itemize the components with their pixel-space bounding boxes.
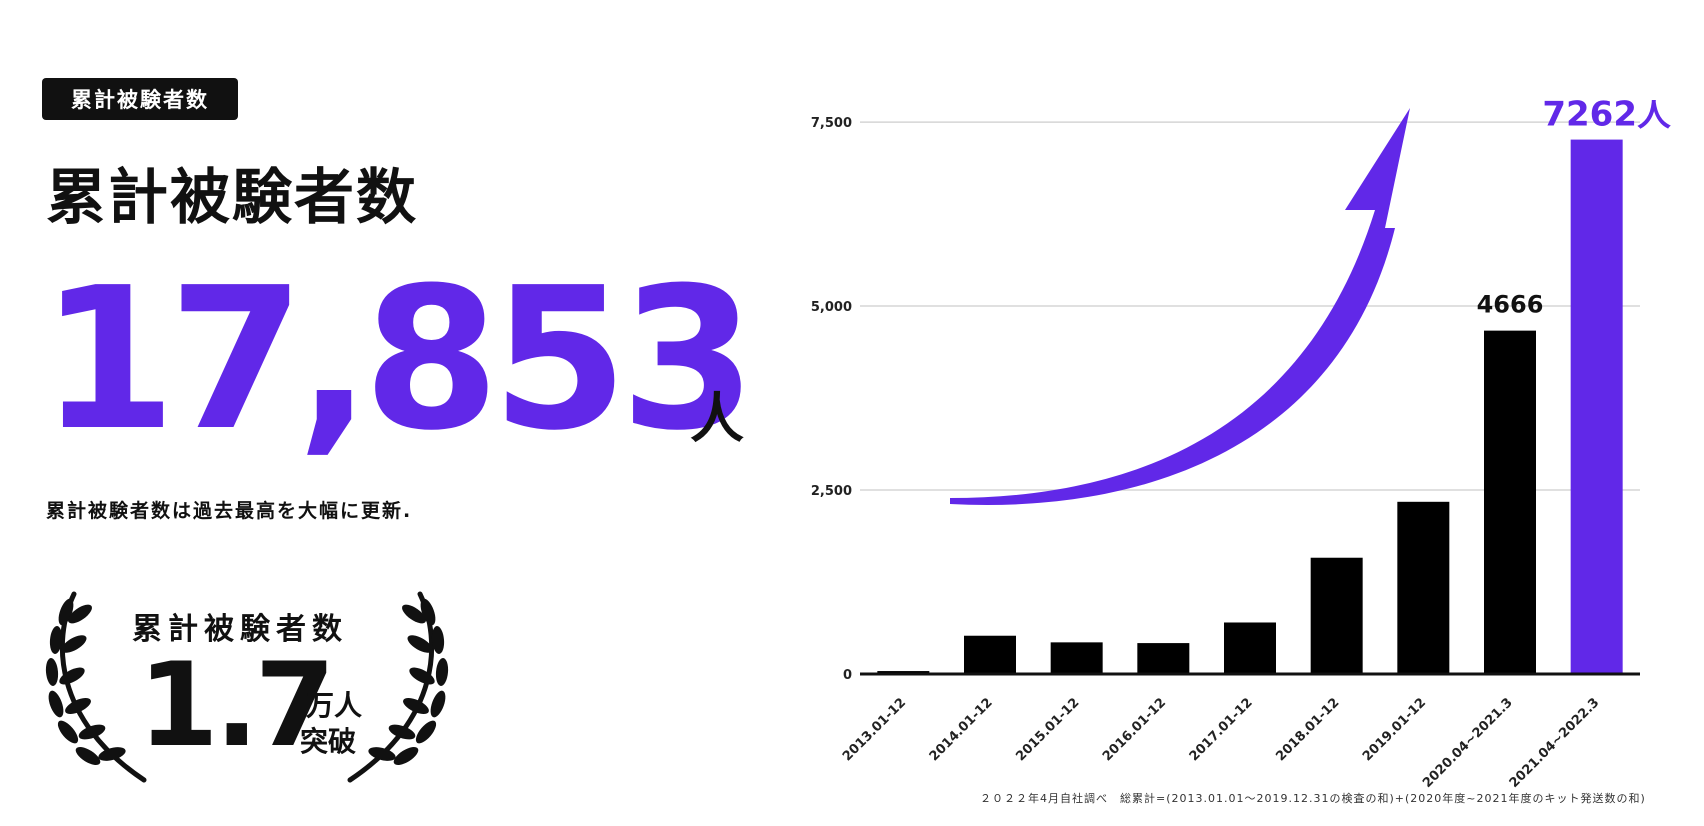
y-tick-label: 0 (843, 668, 852, 683)
x-tick-label: 2018.01-12 (1273, 695, 1342, 764)
x-tick-label: 2016.01-12 (1100, 695, 1169, 764)
bar-2019.01-12 (1397, 501, 1450, 674)
x-tick-label: 2013.01-12 (840, 695, 909, 764)
laurel-left-icon (45, 591, 147, 783)
bar-2017.01-12 (1224, 622, 1276, 674)
laurel-right-icon (347, 591, 449, 783)
badge-number: 1.7 (138, 638, 335, 773)
bar-2018.01-12 (1310, 557, 1363, 674)
x-tick-label: 2019.01-12 (1360, 695, 1429, 764)
bar-2014.01-12 (964, 635, 1016, 674)
bar-2021.04~2022.3 (1570, 139, 1623, 674)
data-label: 7262人 (1542, 100, 1671, 135)
x-tick-label: 2020.04~2021.3 (1420, 695, 1516, 791)
total-unit: 人 (690, 387, 744, 450)
chart-footnote: ２０２２年4月自社調べ 総累計=(2013.01.01～2019.12.31の検… (980, 792, 1646, 805)
x-tick-label: 2015.01-12 (1013, 695, 1082, 764)
x-tick-label: 2014.01-12 (927, 695, 996, 764)
badge-unit: 万人 (306, 689, 363, 722)
total-count: 17,853 (40, 246, 756, 474)
x-tick-label: 2021.04~2022.3 (1507, 695, 1603, 791)
data-label: 4666 (1477, 291, 1544, 319)
section-tag: 累計被験者数 (42, 78, 238, 120)
page-title: 累計被験者数 (46, 163, 418, 233)
badge-title: 累計被験者数 (132, 612, 348, 647)
y-tick-label: 5,000 (811, 300, 852, 315)
section-tag-label: 累計被験者数 (71, 88, 209, 112)
summary-text: 累計被験者数は過去最高を大幅に更新. (46, 500, 413, 522)
y-tick-label: 2,500 (811, 484, 852, 499)
y-tick-label: 7,500 (811, 116, 852, 131)
bar-2015.01-12 (1050, 642, 1103, 674)
x-tick-label: 2017.01-12 (1187, 695, 1256, 764)
bar-2020.04~2021.3 (1484, 330, 1536, 674)
growth-bar-chart: 0 2,500 5,000 7,500 2013.01-12 2014.01-12 2015… (811, 100, 1671, 791)
bar-2016.01-12 (1137, 643, 1190, 674)
badge-breakthrough: 突破 (300, 725, 357, 758)
